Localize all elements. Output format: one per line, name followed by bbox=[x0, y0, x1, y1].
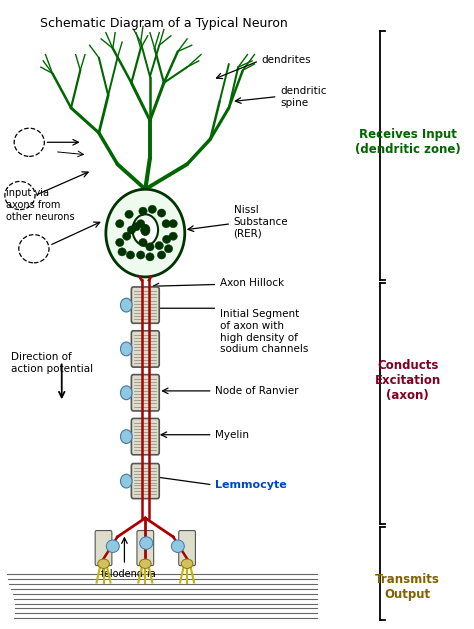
Ellipse shape bbox=[155, 242, 164, 250]
Ellipse shape bbox=[169, 232, 177, 240]
Ellipse shape bbox=[125, 210, 133, 218]
Ellipse shape bbox=[181, 559, 193, 569]
Text: Direction of
action potential: Direction of action potential bbox=[11, 352, 93, 374]
Ellipse shape bbox=[171, 540, 184, 552]
FancyBboxPatch shape bbox=[131, 464, 159, 499]
Text: Conducts
Excitation
(axon): Conducts Excitation (axon) bbox=[374, 359, 441, 402]
Text: dendritic
spine: dendritic spine bbox=[280, 86, 327, 108]
Text: Lemmocyte: Lemmocyte bbox=[215, 480, 287, 490]
Ellipse shape bbox=[120, 386, 132, 399]
FancyBboxPatch shape bbox=[95, 530, 112, 565]
Ellipse shape bbox=[106, 540, 119, 552]
FancyBboxPatch shape bbox=[131, 375, 159, 411]
Ellipse shape bbox=[120, 298, 132, 312]
FancyBboxPatch shape bbox=[131, 331, 159, 367]
Ellipse shape bbox=[164, 245, 173, 253]
Ellipse shape bbox=[120, 342, 132, 356]
Ellipse shape bbox=[127, 226, 136, 234]
FancyBboxPatch shape bbox=[131, 287, 159, 323]
Ellipse shape bbox=[116, 238, 124, 247]
Text: Initial Segment
of axon with
high density of
sodium channels: Initial Segment of axon with high densit… bbox=[219, 309, 308, 354]
Ellipse shape bbox=[98, 559, 109, 569]
Text: Receives Input
(dendritic zone): Receives Input (dendritic zone) bbox=[355, 128, 461, 156]
Ellipse shape bbox=[106, 189, 185, 277]
Ellipse shape bbox=[120, 430, 132, 443]
Text: input via
axons from
other neurons: input via axons from other neurons bbox=[6, 188, 75, 221]
Text: Axon Hillock: Axon Hillock bbox=[219, 278, 284, 288]
Ellipse shape bbox=[123, 232, 131, 240]
Text: Node of Ranvier: Node of Ranvier bbox=[215, 386, 299, 396]
Text: dendrites: dendrites bbox=[261, 55, 311, 65]
Ellipse shape bbox=[126, 251, 135, 259]
Ellipse shape bbox=[137, 251, 145, 259]
FancyBboxPatch shape bbox=[131, 418, 159, 455]
Text: Schematic Diagram of a Typical Neuron: Schematic Diagram of a Typical Neuron bbox=[40, 17, 288, 30]
Ellipse shape bbox=[148, 205, 156, 213]
Ellipse shape bbox=[157, 209, 166, 217]
Text: Nissl
Substance
(RER): Nissl Substance (RER) bbox=[234, 205, 288, 238]
FancyBboxPatch shape bbox=[137, 530, 154, 565]
Ellipse shape bbox=[141, 225, 150, 236]
Ellipse shape bbox=[139, 207, 147, 215]
Text: Myelin: Myelin bbox=[215, 430, 249, 440]
Ellipse shape bbox=[120, 474, 132, 488]
Ellipse shape bbox=[116, 220, 124, 228]
Ellipse shape bbox=[137, 220, 145, 228]
Ellipse shape bbox=[146, 243, 154, 251]
Text: telodendria: telodendria bbox=[101, 569, 157, 579]
Ellipse shape bbox=[163, 235, 171, 243]
Ellipse shape bbox=[139, 238, 147, 247]
Ellipse shape bbox=[118, 248, 126, 256]
Ellipse shape bbox=[140, 537, 153, 549]
FancyBboxPatch shape bbox=[179, 530, 195, 565]
Ellipse shape bbox=[146, 253, 154, 261]
Ellipse shape bbox=[133, 214, 158, 245]
Ellipse shape bbox=[169, 220, 177, 228]
Ellipse shape bbox=[162, 220, 170, 228]
Ellipse shape bbox=[157, 251, 166, 259]
Text: Transmits
Output: Transmits Output bbox=[375, 573, 440, 601]
Ellipse shape bbox=[139, 559, 151, 569]
Ellipse shape bbox=[132, 223, 140, 231]
